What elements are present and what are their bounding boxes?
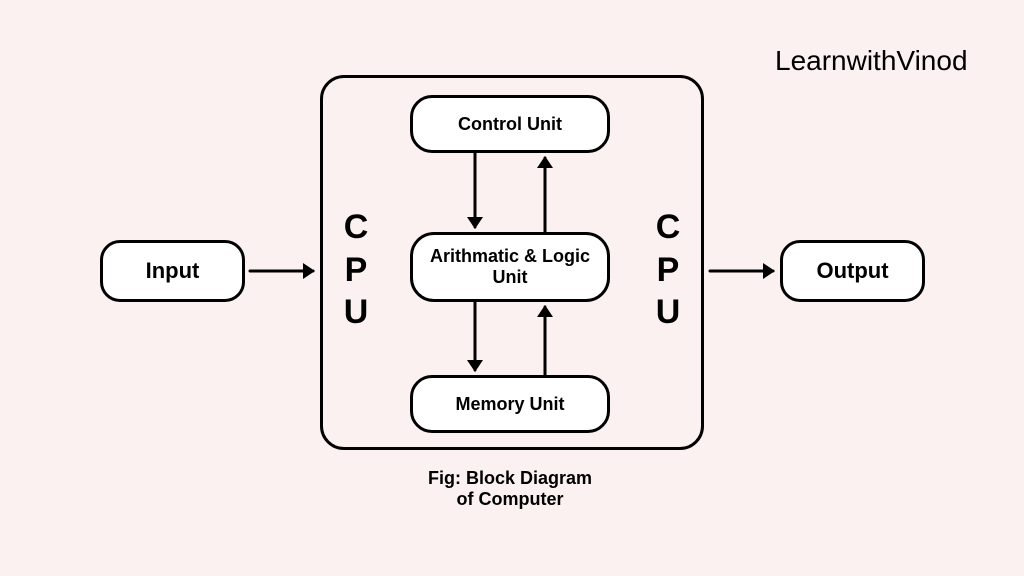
figure-caption: Fig: Block Diagram of Computer: [390, 468, 630, 510]
caption-line2: of Computer: [390, 489, 630, 510]
caption-line1: Fig: Block Diagram: [390, 468, 630, 489]
